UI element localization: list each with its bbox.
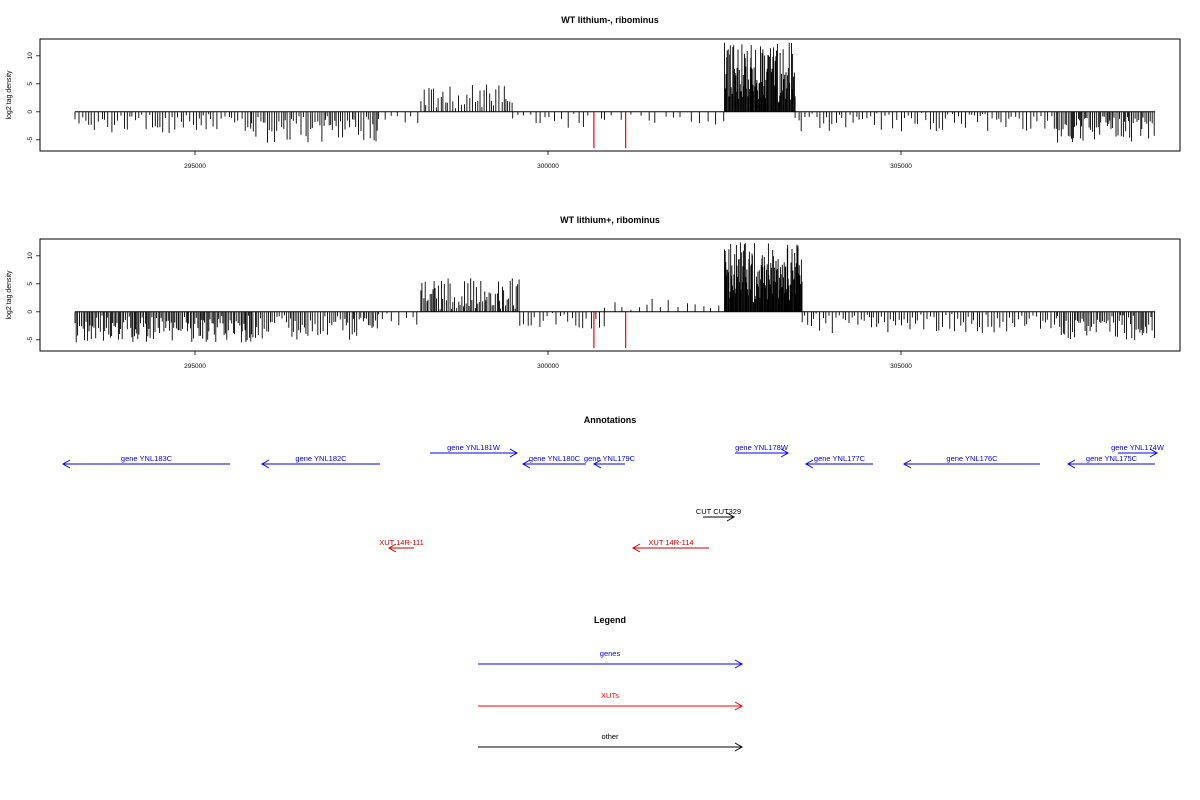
y-tick-label: -5 <box>27 137 34 143</box>
annotation-label: XUT 14R-114 <box>648 538 693 547</box>
annotation-label: gene YNL181W <box>447 443 501 452</box>
annotation-label: gene YNL183C <box>121 454 173 463</box>
y-axis: -5 0 5 10 <box>27 252 40 343</box>
annotation-arrow <box>703 512 736 522</box>
y-axis-label: log2 tag density <box>6 270 13 320</box>
annotation-items: gene YNL183C gene YNL182C gene YNL181W gene… <box>61 443 1165 553</box>
annotation-arrow <box>1118 448 1159 458</box>
annotation-label: gene YNL178W <box>735 443 789 452</box>
y-tick-label: -5 <box>27 337 34 343</box>
legend-label: XUTs <box>601 691 619 700</box>
x-tick-label: 300000 <box>537 163 559 170</box>
legend-label: other <box>601 732 619 741</box>
x-tick-label: 300000 <box>537 363 559 370</box>
legend-title: Legend <box>594 615 626 625</box>
legend-arrow <box>478 659 744 669</box>
x-tick-label: 305000 <box>890 163 912 170</box>
annotation-arrow <box>631 543 709 553</box>
annotation-arrow <box>260 459 380 469</box>
annotation-arrow <box>61 459 230 469</box>
density-bars <box>74 242 1155 343</box>
legend-panel: Legend genes XUTs other <box>478 615 744 752</box>
y-tick-label: 0 <box>27 310 34 314</box>
annotations-title: Annotations <box>584 415 637 425</box>
annotation-label: CUT CUT329 <box>696 507 741 516</box>
annotation-label: gene YNL175C <box>1086 454 1138 463</box>
y-axis-label: log2 tag density <box>6 70 13 120</box>
y-tick-label: 10 <box>27 52 34 60</box>
annotation-arrow <box>592 459 625 469</box>
annotation-label: gene YNL182C <box>295 454 347 463</box>
density-bars <box>74 42 1155 143</box>
x-tick-label: 305000 <box>890 363 912 370</box>
y-tick-label: 10 <box>27 252 34 260</box>
annotation-label: gene YNL174W <box>1111 443 1165 452</box>
annotation-label: gene YNL176C <box>946 454 998 463</box>
annotation-arrow <box>387 543 414 553</box>
y-tick-label: 0 <box>27 110 34 114</box>
legend-arrow <box>478 742 744 752</box>
highlight-bars <box>593 311 627 349</box>
plot-frame <box>39 238 1181 352</box>
y-tick-label: 5 <box>27 282 34 286</box>
legend-label: genes <box>600 649 621 658</box>
panel-title: WT lithium-, ribominus <box>561 15 659 25</box>
y-tick-label: 5 <box>27 82 34 86</box>
annotation-arrow <box>804 459 873 469</box>
annotation-arrow <box>735 448 790 458</box>
annotation-label: gene YNL180C <box>529 454 581 463</box>
annotation-label: gene YNL177C <box>814 454 866 463</box>
panel-title: WT lithium+, ribominus <box>560 215 660 225</box>
y-axis: -5 0 5 10 <box>27 52 40 143</box>
annotation-arrow <box>902 459 1040 469</box>
track-panel-lithium-minus: WT lithium-, ribominus log2 tag density … <box>6 15 1181 170</box>
annotation-arrow <box>521 459 586 469</box>
annotation-arrow <box>430 448 519 458</box>
legend-arrow <box>478 701 744 711</box>
annotation-label: XUT 14R-111 <box>379 538 424 547</box>
x-axis: 295000 300000 305000 <box>184 351 912 370</box>
highlight-bars <box>593 111 627 149</box>
x-tick-label: 295000 <box>184 163 206 170</box>
x-axis: 295000 300000 305000 <box>184 151 912 170</box>
legend-items: genes XUTs other <box>478 649 744 752</box>
annotations-panel: Annotations gene YNL183C gene YNL182Cgene… <box>61 415 1165 553</box>
x-tick-label: 295000 <box>184 363 206 370</box>
annotation-label: gene YNL179C <box>584 454 636 463</box>
plot-frame <box>39 38 1181 152</box>
track-panel-lithium-plus: WT lithium+, ribominus log2 tag density … <box>6 215 1181 370</box>
annotation-arrow <box>1066 459 1155 469</box>
